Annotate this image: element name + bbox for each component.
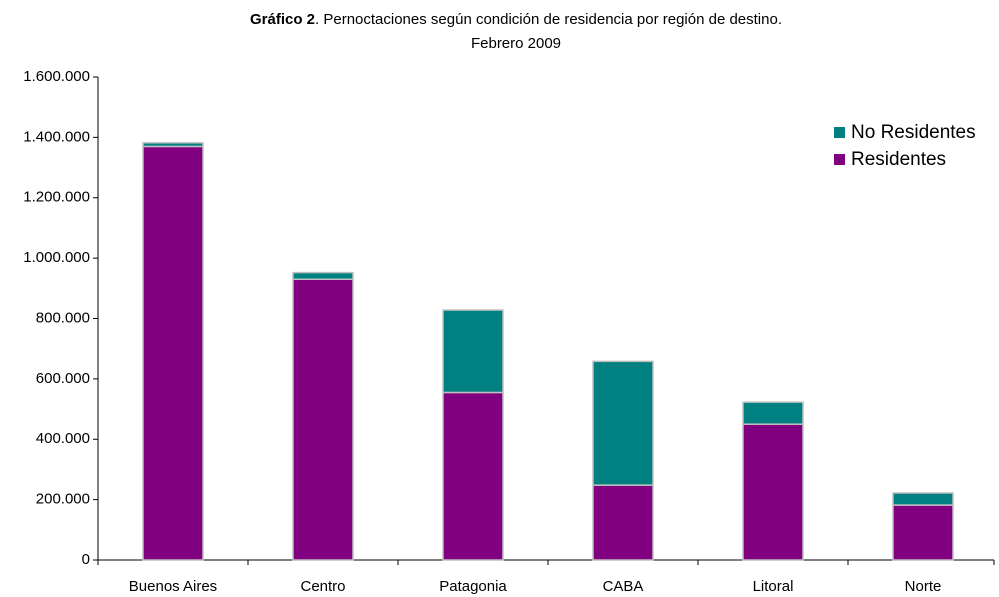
x-tick-label: Patagonia <box>439 578 507 595</box>
y-tick-label: 1.000.000 <box>23 249 90 266</box>
bar-segment <box>442 309 504 394</box>
bar-segment <box>142 145 204 561</box>
x-tick-label: Norte <box>905 578 942 595</box>
title-text: . Pernoctaciones según condición de resi… <box>315 11 782 28</box>
y-tick-label: 1.400.000 <box>23 128 90 145</box>
y-tick-label: 600.000 <box>36 370 90 387</box>
x-tick-label: Centro <box>300 578 345 595</box>
bar-segment <box>892 492 954 506</box>
legend-swatch <box>834 127 845 138</box>
chart-title: Gráfico 2. Pernoctaciones según condició… <box>250 11 782 28</box>
bar-segment <box>892 504 954 561</box>
bar-segment <box>592 484 654 561</box>
y-tick-label: 400.000 <box>36 430 90 447</box>
bar-segment <box>742 423 804 561</box>
title-bold: Gráfico 2 <box>250 11 315 28</box>
y-tick-label: 200.000 <box>36 491 90 508</box>
x-tick-label: CABA <box>603 578 644 595</box>
y-tick-label: 1.600.000 <box>23 68 90 85</box>
bar-segment <box>442 391 504 561</box>
legend-label: Residentes <box>851 149 946 170</box>
x-tick-label: Buenos Aires <box>129 578 217 595</box>
bar-segment <box>592 360 654 486</box>
bar-segment <box>292 278 354 561</box>
bar-segment <box>142 142 204 148</box>
x-tick-label: Litoral <box>753 578 794 595</box>
bar-segment <box>292 271 354 281</box>
legend-swatch <box>834 154 845 165</box>
chart-subtitle: Febrero 2009 <box>471 35 561 52</box>
bar-segment <box>742 401 804 425</box>
y-tick-label: 0 <box>82 551 90 568</box>
y-tick-label: 800.000 <box>36 309 90 326</box>
y-tick-label: 1.200.000 <box>23 189 90 206</box>
legend-label: No Residentes <box>851 122 976 143</box>
